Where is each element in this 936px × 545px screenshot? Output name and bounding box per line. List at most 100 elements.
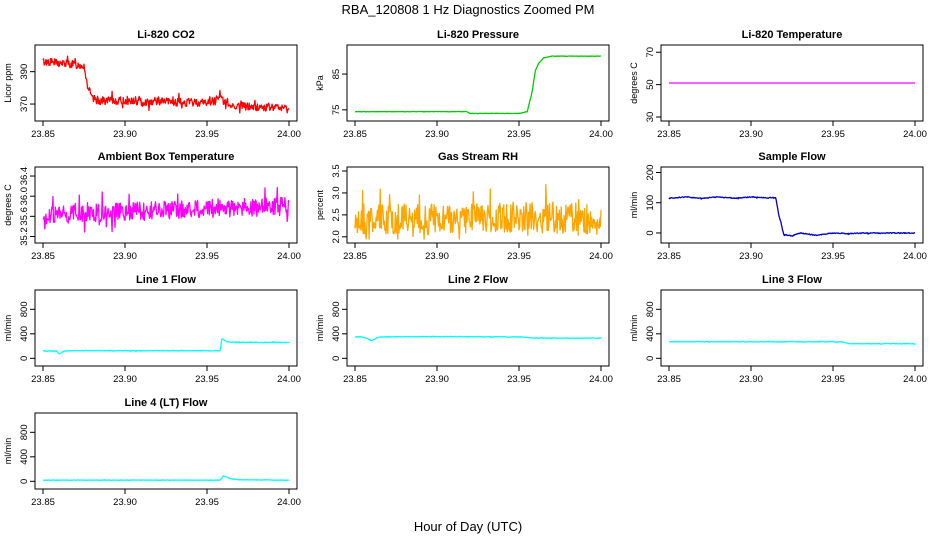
x-tick-label: 24.00 — [589, 129, 613, 140]
panel-title: Line 2 Flow — [448, 274, 508, 286]
y-tick-label: 800 — [645, 301, 656, 317]
figure-xlabel: Hour of Day (UTC) — [414, 519, 522, 534]
plot-frame — [34, 166, 298, 244]
x-tick-label: 23.90 — [739, 251, 763, 262]
x-tick-label: 24.00 — [589, 374, 613, 385]
y-axis-label: percent — [315, 189, 325, 220]
y-tick-label: 800 — [19, 424, 30, 440]
x-tick-label: 23.95 — [507, 129, 531, 140]
y-tick-label: 800 — [19, 301, 30, 317]
series-line — [354, 335, 602, 342]
x-tick-label: 24.00 — [277, 251, 301, 262]
x-tick-label: 23.90 — [113, 374, 137, 385]
series-line — [42, 475, 290, 482]
panel-title: Li-820 CO2 — [137, 29, 194, 41]
y-tick-label: 400 — [645, 326, 656, 342]
y-tick-label: 400 — [331, 326, 342, 342]
chart-panel-7: Line 1 Flow 23.85 23.90 23.95 24.00 0 400 800 ml… — [3, 274, 301, 385]
x-tick-label: 24.00 — [277, 129, 301, 140]
chart-panel-2: Li-820 Pressure 23.85 23.90 23.95 24.00 75 85 k… — [315, 29, 613, 140]
y-axis-label: ml/min — [3, 315, 13, 342]
chart-panel-4: Ambient Box Temperature 23.85 23.90 23.95 24… — [3, 151, 301, 262]
y-axis-label: degrees C — [629, 62, 639, 104]
chart-panel-9: Line 3 Flow 23.85 23.90 23.95 24.00 0 400 800 ml… — [629, 274, 927, 385]
plot-frame — [660, 289, 924, 367]
y-axis-label: ml/min — [629, 315, 639, 342]
x-tick-label: 23.90 — [425, 251, 449, 262]
y-tick-label: 36.0 — [19, 187, 30, 206]
chart-panel-1: Li-820 CO2 23.85 23.90 23.95 24.00 370 390 Lico… — [3, 29, 301, 140]
x-tick-label: 23.95 — [821, 129, 845, 140]
chart-panel-10: Line 4 (LT) Flow 23.85 23.90 23.95 24.00 0 400… — [3, 397, 301, 508]
x-tick-label: 24.00 — [903, 251, 927, 262]
x-tick-label: 23.85 — [343, 251, 367, 262]
y-tick-label: 400 — [19, 326, 30, 342]
series-line — [668, 196, 916, 237]
y-tick-label: 0 — [645, 230, 656, 235]
panel-title: Line 3 Flow — [762, 274, 822, 286]
series-line — [42, 55, 290, 114]
y-tick-label: 85 — [331, 69, 342, 80]
x-tick-label: 23.95 — [821, 251, 845, 262]
plot-frame — [346, 44, 610, 122]
x-tick-label: 23.85 — [343, 374, 367, 385]
y-tick-label: 2.5 — [331, 208, 342, 221]
x-tick-label: 23.85 — [31, 251, 55, 262]
y-tick-label: 0 — [19, 356, 30, 361]
figure-title: RBA_120808 1 Hz Diagnostics Zoomed PM — [342, 2, 595, 17]
y-axis-label: degrees C — [3, 184, 13, 226]
y-tick-label: 370 — [19, 96, 30, 112]
plot-frame — [346, 289, 610, 367]
plot-frame — [34, 289, 298, 367]
y-axis-label: kPa — [315, 75, 325, 91]
y-tick-label: 200 — [645, 165, 656, 181]
panel-title: Li-820 Temperature — [742, 29, 843, 41]
y-tick-label: 2.0 — [331, 230, 342, 243]
y-tick-label: 0 — [331, 356, 342, 361]
plot-frame — [660, 166, 924, 244]
y-tick-label: 30 — [645, 112, 656, 123]
y-tick-label: 35.2 — [19, 227, 30, 246]
x-tick-label: 23.90 — [113, 129, 137, 140]
panel-title: Gas Stream RH — [438, 151, 518, 163]
x-tick-label: 24.00 — [903, 374, 927, 385]
panel-title: Sample Flow — [758, 151, 826, 163]
x-tick-label: 23.95 — [821, 374, 845, 385]
x-tick-label: 23.90 — [113, 251, 137, 262]
x-tick-label: 23.85 — [31, 129, 55, 140]
panel-title: Li-820 Pressure — [437, 29, 519, 41]
x-tick-label: 23.95 — [195, 497, 219, 508]
x-tick-label: 23.90 — [425, 129, 449, 140]
y-axis-label: Licor ppm — [3, 63, 13, 103]
series-line — [42, 338, 290, 355]
y-tick-label: 0 — [19, 479, 30, 484]
series-line — [668, 340, 916, 345]
x-tick-label: 23.95 — [507, 251, 531, 262]
chart-panel-8: Line 2 Flow 23.85 23.90 23.95 24.00 0 400 800 ml… — [315, 274, 613, 385]
plot-frame — [346, 166, 610, 244]
y-tick-label: 400 — [19, 449, 30, 465]
y-tick-label: 3.0 — [331, 186, 342, 199]
chart-panel-5: Gas Stream RH 23.85 23.90 23.95 24.00 2.0 2.5 3… — [315, 151, 613, 262]
x-tick-label: 24.00 — [277, 374, 301, 385]
y-axis-label: ml/min — [629, 192, 639, 219]
y-tick-label: 50 — [645, 79, 656, 90]
x-tick-label: 23.85 — [31, 374, 55, 385]
y-tick-label: 100 — [645, 195, 656, 211]
x-tick-label: 24.00 — [589, 251, 613, 262]
x-tick-label: 23.85 — [343, 129, 367, 140]
plot-frame — [34, 412, 298, 490]
chart-panel-3: Li-820 Temperature 23.85 23.90 23.95 24.00 30… — [629, 29, 927, 140]
x-tick-label: 23.90 — [739, 129, 763, 140]
series-line — [354, 183, 602, 240]
x-tick-label: 23.95 — [195, 129, 219, 140]
y-tick-label: 75 — [331, 105, 342, 116]
x-tick-label: 24.00 — [903, 129, 927, 140]
y-axis-label: ml/min — [3, 438, 13, 465]
x-tick-label: 23.85 — [657, 374, 681, 385]
x-tick-label: 23.90 — [113, 497, 137, 508]
series-line — [42, 186, 290, 233]
plot-frame — [660, 44, 924, 122]
y-tick-label: 70 — [645, 47, 656, 58]
